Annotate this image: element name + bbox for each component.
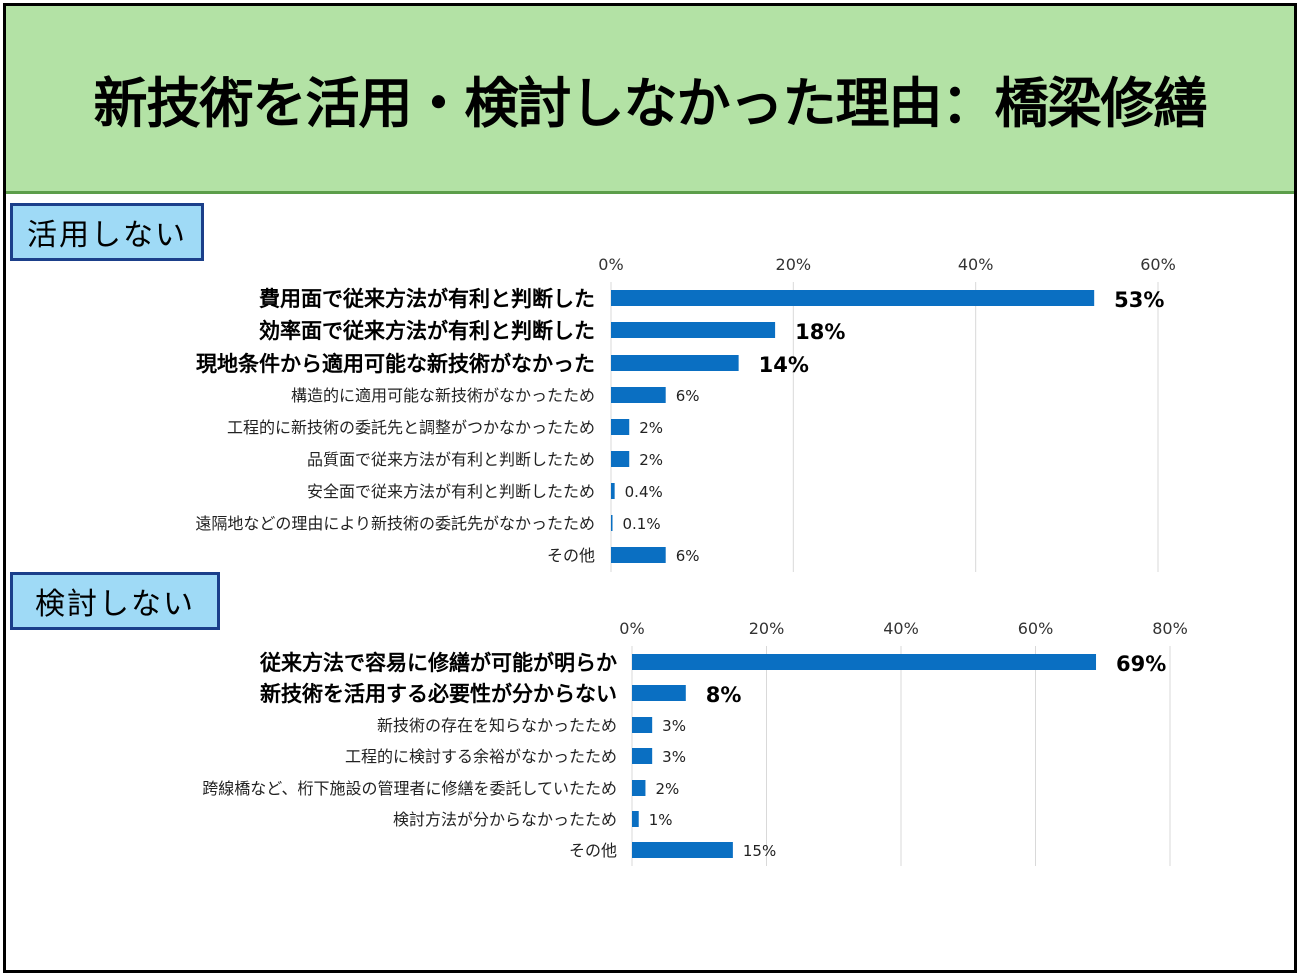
x-tick-label: 60%	[1140, 255, 1176, 274]
data-label: 2%	[639, 419, 663, 437]
bar	[632, 842, 733, 858]
data-label: 14%	[759, 353, 809, 377]
category-label: 現地条件から適用可能な新技術がなかった	[196, 352, 595, 376]
x-tick-label: 20%	[776, 255, 812, 274]
data-label: 6%	[676, 387, 700, 405]
category-label: 品質面で従来方法が有利と判断したため	[307, 450, 595, 469]
chart-katsuyou: 0% 20% 40% 60% 費用面で従来方法が有利と判断した 53% 効率面で従来方法が有…	[195, 255, 1176, 572]
category-label: その他	[547, 546, 595, 565]
section-label-kentou: 検討しない	[10, 572, 220, 630]
data-label: 8%	[706, 683, 742, 707]
x-tick-label: 0%	[598, 255, 623, 274]
bar	[611, 322, 776, 338]
category-label: 安全面で従来方法が有利と判断したため	[307, 482, 595, 501]
bar	[632, 654, 1097, 670]
bar	[632, 717, 653, 733]
bar	[611, 451, 630, 467]
bar	[611, 547, 666, 563]
category-label: 費用面で従来方法が有利と判断した	[259, 287, 595, 311]
data-label: 0.1%	[623, 515, 661, 533]
data-label: 3%	[662, 748, 686, 766]
bar	[632, 780, 646, 796]
bar	[611, 355, 739, 371]
x-tick-label: 20%	[749, 619, 785, 638]
data-label: 0.4%	[625, 483, 663, 501]
data-label: 3%	[662, 717, 686, 735]
section-label-katsuyou: 活用しない	[10, 203, 204, 261]
x-tick-label: 40%	[883, 619, 919, 638]
bar	[611, 483, 615, 499]
data-label: 1%	[649, 811, 673, 829]
category-label: 新技術を活用する必要性が分からない	[260, 682, 617, 706]
category-label: その他	[569, 841, 617, 860]
bar	[611, 290, 1095, 306]
category-label: 新技術の存在を知らなかったため	[377, 716, 617, 735]
bar	[611, 419, 630, 435]
data-label: 69%	[1116, 652, 1166, 676]
chart-kentou: 0% 20% 40% 60% 80% 従来方法で容易に修繕が可能が明らか 69% 新技術を活用…	[202, 619, 1188, 866]
bar	[632, 748, 653, 764]
data-label: 15%	[743, 842, 776, 860]
x-tick-label: 80%	[1152, 619, 1188, 638]
bar	[632, 685, 686, 701]
page-title: 新技術を活用・検討しなかった理由：橋梁修繕	[93, 72, 1208, 135]
category-label: 工程的に検討する余裕がなかったため	[345, 747, 617, 766]
data-label: 2%	[655, 780, 679, 798]
data-label: 18%	[795, 320, 845, 344]
title-banner: 新技術を活用・検討しなかった理由：橋梁修繕	[6, 6, 1294, 194]
category-label: 遠隔地などの理由により新技術の委託先がなかったため	[195, 514, 595, 533]
bar	[611, 515, 613, 531]
x-tick-label: 40%	[958, 255, 994, 274]
category-label: 効率面で従来方法が有利と判断した	[259, 319, 595, 343]
data-label: 53%	[1114, 288, 1164, 312]
bar	[611, 387, 666, 403]
category-label: 構造的に適用可能な新技術がなかったため	[291, 386, 595, 405]
x-tick-label: 0%	[619, 619, 644, 638]
data-label: 6%	[676, 547, 700, 565]
data-label: 2%	[639, 451, 663, 469]
slide-frame: 新技術を活用・検討しなかった理由：橋梁修繕	[3, 3, 1297, 973]
x-tick-label: 60%	[1018, 619, 1054, 638]
category-label: 工程的に新技術の委託先と調整がつかなかったため	[227, 418, 595, 437]
bar	[632, 811, 639, 827]
category-label: 跨線橋など、桁下施設の管理者に修繕を委託していたため	[202, 779, 617, 798]
category-label: 従来方法で容易に修繕が可能が明らか	[259, 651, 617, 675]
category-label: 検討方法が分からなかったため	[393, 810, 617, 829]
